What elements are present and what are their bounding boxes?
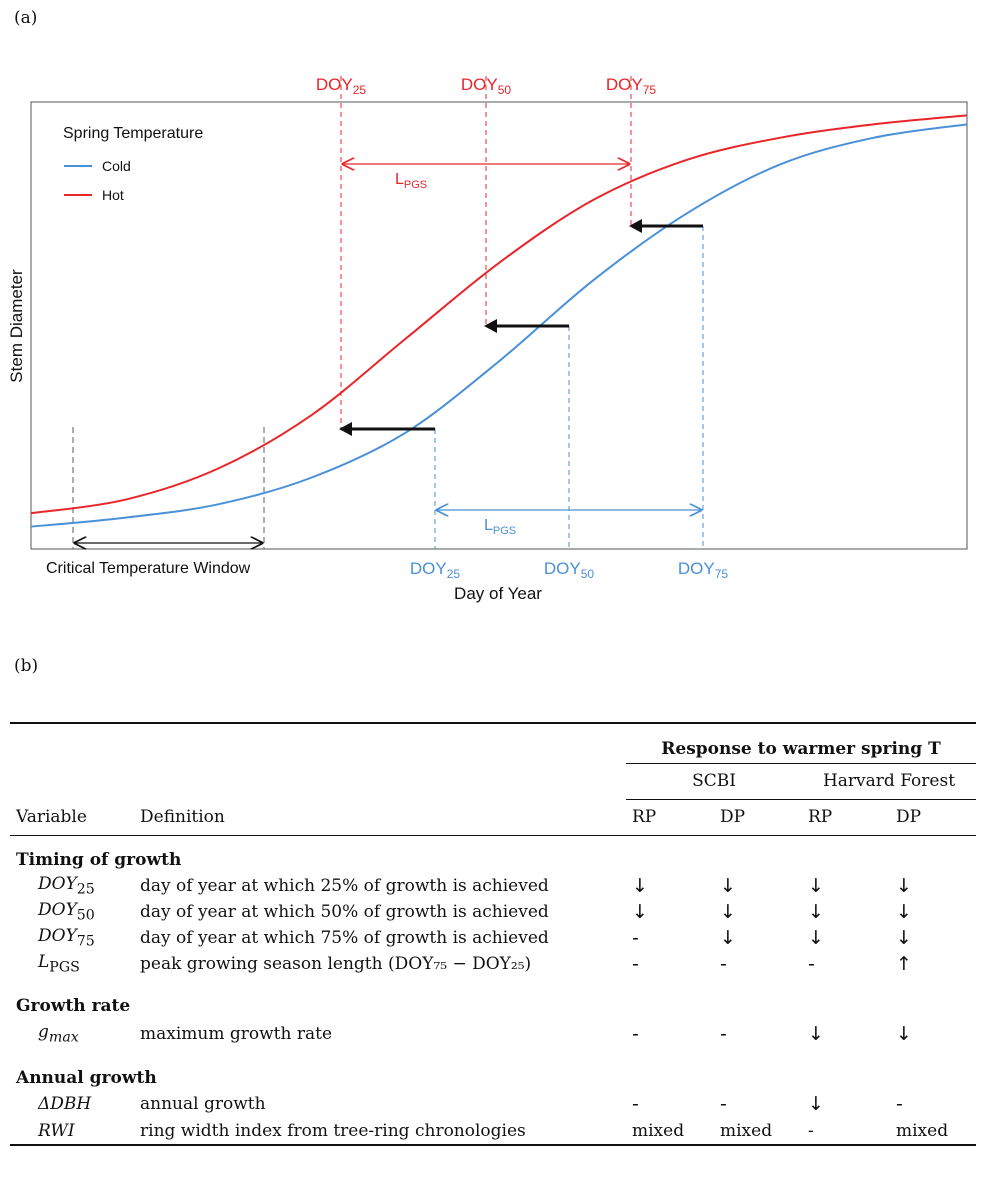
cold-lpgs-label: LPGS [484,517,516,537]
cold-doy50-label: DOY50 [544,559,595,581]
cell: ↓ [720,875,736,897]
col-hf-rp: RP [802,798,890,835]
row-symbol: RWI [38,1120,75,1141]
cell: - [632,953,639,975]
cell: ↓ [720,901,736,923]
col-variable: Variable [16,806,87,827]
col-scbi-dp: DP [714,798,802,835]
col-scbi-rp: RP [626,798,714,835]
hot-doy25-label: DOY25 [316,75,367,97]
row-symbol: LPGS [38,952,80,976]
cell: ↓ [896,927,912,949]
cell: ↓ [632,875,648,897]
response-header: Response to warmer spring T [661,738,941,759]
row-symbol: gmax [38,1022,79,1046]
table-row: DOY75 day of year at which 75% of growth… [10,925,976,951]
cell: ↓ [896,875,912,897]
section-growth-rate: Growth rate [16,996,131,1016]
site-scbi: SCBI [626,762,802,799]
col-definition: Definition [140,806,225,827]
table-row: gmax maximum growth rate - - ↓ ↓ [10,1019,976,1049]
hot-lpgs-label: LPGS [395,171,427,191]
cell: ↓ [808,875,824,897]
row-definition: ring width index from tree-ring chronolo… [140,1120,526,1141]
legend-title: Spring Temperature [63,125,203,142]
cell: - [720,953,727,975]
cell: ↓ [896,1023,912,1045]
site-harvard-forest: Harvard Forest [802,762,976,799]
cell: ↓ [808,901,824,923]
cell: mixed [632,1120,685,1141]
cell: ↓ [808,1093,824,1115]
legend-cold-label: Cold [102,158,131,174]
row-definition: day of year at which 50% of growth is ac… [140,902,549,922]
cell: - [720,1023,727,1045]
hot-doy50-label: DOY50 [461,75,512,97]
response-table: Response to warmer spring T SCBI Harvard… [10,722,976,1146]
cell: ↓ [808,1023,824,1045]
row-definition: annual growth [140,1094,266,1114]
row-definition: maximum growth rate [140,1024,333,1044]
cold-curve [30,123,968,528]
cell: ↓ [808,927,824,949]
cell: ↓ [720,927,736,949]
row-symbol: DOY50 [38,900,95,924]
shift-arrowhead-50 [484,319,497,333]
section-timing: Timing of growth [16,850,182,870]
cell: - [632,1093,639,1115]
row-definition: day of year at which 75% of growth is ac… [140,928,549,948]
cell: ↑ [896,953,912,975]
cold-doy75-label: DOY75 [678,559,729,581]
shift-arrowhead-25 [339,422,352,436]
table-row: LPGS peak growing season length (DOY₇₅ −… [10,951,976,977]
hot-doy75-label: DOY75 [606,75,657,97]
row-symbol: ΔDBH [38,1094,92,1114]
cell: ↓ [632,901,648,923]
table-row: DOY50 day of year at which 50% of growth… [10,899,976,925]
cell: - [808,1120,814,1141]
shift-arrowhead-75 [629,219,642,233]
hot-curve [30,114,968,515]
cell: - [720,1093,727,1115]
table-row: RWI ring width index from tree-ring chro… [10,1117,976,1145]
table-row: ΔDBH annual growth - - ↓ - [10,1091,976,1117]
legend: Spring Temperature Cold Hot [63,125,203,203]
panel-a-label: (a) [14,8,38,28]
col-hf-dp: DP [890,798,976,835]
panel-b-label: (b) [14,656,39,676]
plot-frame [30,101,968,550]
cell: - [632,1023,639,1045]
table-row: DOY25 day of year at which 25% of growth… [10,873,976,899]
stem-diameter-chart: DOY25 DOY50 DOY75 DOY25 DOY50 DOY75 LPGS… [7,75,968,603]
cell: mixed [720,1120,773,1141]
cell: - [632,927,639,949]
row-definition: peak growing season length (DOY₇₅ − DOY₂… [140,954,532,974]
x-axis-label: Day of Year [454,584,542,603]
section-annual-growth: Annual growth [16,1068,157,1088]
cell: - [808,953,815,975]
critical-window-label: Critical Temperature Window [46,560,251,577]
row-symbol: DOY75 [38,926,95,950]
cell: - [896,1093,903,1115]
cell: mixed [896,1120,949,1141]
y-axis-label: Stem Diameter [7,269,26,383]
row-definition: day of year at which 25% of growth is ac… [140,876,549,896]
legend-hot-label: Hot [102,187,124,203]
cold-doy25-label: DOY25 [410,559,461,581]
row-symbol: DOY25 [38,874,95,898]
cell: ↓ [896,901,912,923]
